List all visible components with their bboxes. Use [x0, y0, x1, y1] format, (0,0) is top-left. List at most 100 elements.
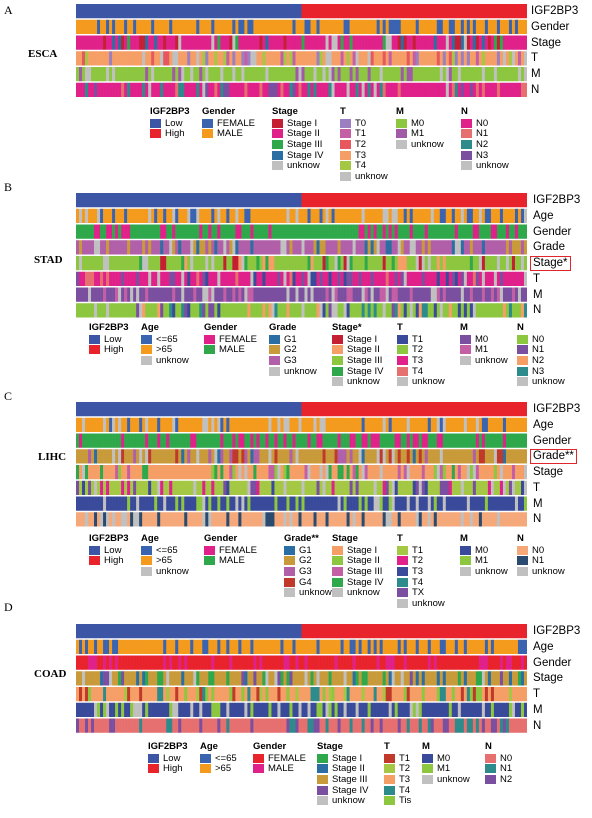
sample-cell	[250, 303, 254, 318]
sample-cell	[442, 480, 447, 495]
sample-cell	[505, 417, 510, 432]
sample-cell	[463, 240, 468, 255]
sample-cell	[466, 224, 471, 239]
sample-cell	[325, 35, 329, 50]
track-label: M	[531, 68, 541, 80]
sample-cell	[379, 449, 383, 464]
sample-cell	[520, 240, 525, 255]
sample-cell	[322, 639, 326, 654]
sample-cell	[166, 655, 170, 670]
sample-cell	[490, 417, 495, 432]
sample-cell	[430, 480, 435, 495]
sample-cell	[304, 433, 308, 448]
sample-cell	[337, 35, 341, 50]
sample-cell	[235, 19, 239, 34]
sample-cell	[469, 51, 474, 66]
sample-cell	[424, 639, 429, 654]
legend-label: M0	[475, 544, 489, 556]
sample-cell	[181, 687, 185, 702]
sample-cell	[193, 687, 197, 702]
sample-cell	[400, 465, 405, 480]
sample-cell	[502, 19, 507, 34]
sample-cell	[145, 512, 149, 527]
sample-cell	[121, 465, 125, 480]
sample-cell	[448, 702, 453, 717]
sample-cell	[445, 287, 450, 302]
sample-cell	[433, 702, 438, 717]
sample-cell	[505, 433, 510, 448]
sample-cell	[295, 82, 299, 97]
sample-cell	[127, 465, 131, 480]
sample-cell	[226, 240, 230, 255]
sample-cell	[190, 82, 194, 97]
sample-cell	[79, 465, 83, 480]
sample-cell	[376, 208, 380, 223]
sample-cell	[469, 671, 474, 686]
sample-cell	[496, 639, 501, 654]
sample-cell	[523, 35, 527, 50]
sample-cell	[85, 718, 89, 733]
sample-cell	[211, 240, 215, 255]
legend-group: T T1 T2 T3 T4 Tis	[384, 741, 411, 806]
sample-cell	[343, 19, 347, 34]
sample-cell	[172, 208, 176, 223]
sample-cell	[178, 256, 182, 271]
sample-cell	[421, 224, 426, 239]
sample-cell	[373, 512, 377, 527]
sample-cell	[97, 287, 101, 302]
sample-cell	[361, 449, 365, 464]
sample-cell	[511, 655, 516, 670]
legend-item: unknow	[460, 566, 508, 577]
sample-cell	[262, 655, 266, 670]
sample-cell	[355, 655, 359, 670]
sample-cell	[295, 718, 299, 733]
sample-cell	[508, 702, 513, 717]
legend-swatch	[461, 150, 472, 160]
sample-cell	[130, 480, 134, 495]
track-row	[76, 433, 527, 448]
sample-cell	[196, 208, 200, 223]
sample-cell	[247, 51, 251, 66]
sample-cell	[181, 19, 185, 34]
sample-cell	[316, 687, 320, 702]
sample-cell	[430, 303, 435, 318]
sample-cell	[130, 67, 134, 82]
track-row	[76, 271, 527, 286]
sample-cell	[145, 655, 149, 670]
sample-cell	[367, 449, 371, 464]
sample-cell	[337, 465, 341, 480]
legend-swatch	[461, 118, 472, 128]
sample-cell	[271, 417, 275, 432]
sample-cell	[340, 417, 344, 432]
sample-cell	[328, 449, 332, 464]
sample-cell	[361, 465, 365, 480]
sample-cell	[502, 433, 507, 448]
sample-cell	[436, 19, 441, 34]
sample-cell	[487, 433, 492, 448]
sample-cell	[277, 82, 281, 97]
legend-swatch	[148, 764, 159, 774]
sample-cell	[295, 287, 299, 302]
sample-cell	[370, 449, 374, 464]
sample-cell	[277, 208, 281, 223]
legend-item: Stage IV	[272, 150, 323, 161]
sample-cell	[163, 208, 167, 223]
sample-cell	[424, 433, 429, 448]
sample-cell	[223, 271, 227, 286]
sample-cell	[220, 303, 224, 318]
sample-cell	[403, 433, 408, 448]
sample-cell	[463, 465, 468, 480]
sample-cell	[145, 19, 149, 34]
sample-cell	[97, 465, 101, 480]
sample-cell	[343, 480, 347, 495]
sample-cell	[319, 687, 323, 702]
sample-cell	[472, 480, 477, 495]
sample-cell	[154, 287, 158, 302]
sample-cell	[187, 417, 191, 432]
sample-cell	[340, 465, 344, 480]
legend-item: M1	[422, 763, 470, 774]
sample-cell	[373, 639, 377, 654]
sample-cell	[259, 480, 263, 495]
sample-cell	[94, 271, 98, 286]
sample-cell	[283, 480, 287, 495]
